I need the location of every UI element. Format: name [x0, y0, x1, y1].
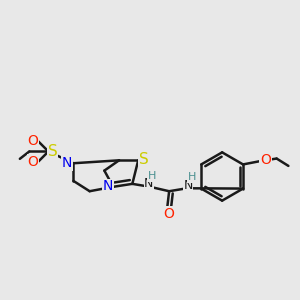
Text: N: N — [103, 179, 113, 193]
Text: O: O — [260, 153, 271, 167]
Text: N: N — [183, 179, 193, 192]
Text: N: N — [62, 156, 72, 170]
Text: S: S — [48, 144, 57, 159]
Text: H: H — [188, 172, 196, 182]
Text: N: N — [144, 177, 154, 190]
Text: H: H — [148, 172, 156, 182]
Text: O: O — [163, 207, 174, 220]
Text: O: O — [27, 134, 38, 148]
Text: S: S — [139, 152, 148, 167]
Text: O: O — [27, 155, 38, 169]
